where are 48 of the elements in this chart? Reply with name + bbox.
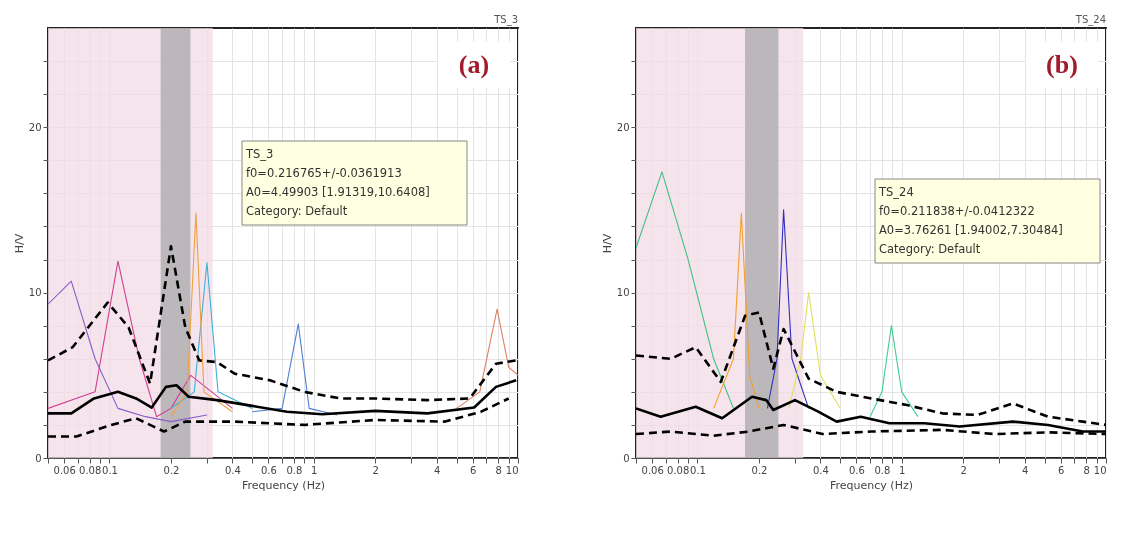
x-tick-label: 2 bbox=[372, 464, 379, 476]
y-axis-title: H/V bbox=[12, 233, 26, 254]
y-tick-label: 0 bbox=[35, 452, 42, 464]
annotation: A0=4.49903 [1.91319,10.6408] bbox=[246, 185, 430, 199]
y-tick-label: 10 bbox=[28, 287, 42, 299]
x-tick-label: 0.8 bbox=[286, 464, 303, 476]
x-tick-label: 0.4 bbox=[225, 464, 241, 476]
y-axis-title: H/V bbox=[600, 233, 614, 254]
x-tick-label: 6 bbox=[1058, 464, 1065, 476]
x-tick-label: 1 bbox=[311, 464, 318, 476]
annotation: f0=0.211838+/-0.0412322 bbox=[879, 204, 1035, 218]
x-tick-label: 2 bbox=[960, 464, 967, 476]
x-tick-label: 0.08 bbox=[667, 464, 690, 476]
x-axis-title: Frequency (Hz) bbox=[242, 478, 325, 492]
x-tick-label: 1 bbox=[899, 464, 906, 476]
x-tick-label: 0.6 bbox=[260, 464, 277, 476]
x-tick-label: 0.1 bbox=[102, 464, 118, 476]
annotation: Category: Default bbox=[246, 204, 348, 218]
x-tick-label: 0.2 bbox=[163, 464, 180, 476]
x-tick-label: 4 bbox=[1022, 464, 1029, 476]
annotation: Category: Default bbox=[879, 242, 981, 256]
x-tick-label: 8 bbox=[1083, 464, 1090, 476]
text: TS_3 bbox=[493, 14, 518, 26]
annotation: TS_3 bbox=[245, 147, 274, 161]
annotation: (b) bbox=[1046, 50, 1078, 79]
y-tick-label: 10 bbox=[616, 287, 630, 299]
x-tick-label: 10 bbox=[505, 464, 519, 476]
x-tick-label: 4 bbox=[434, 464, 441, 476]
y-tick-label: 20 bbox=[616, 121, 630, 133]
x-tick-label: 10 bbox=[1093, 464, 1107, 476]
annotation: TS_24 bbox=[878, 185, 914, 199]
annotation: A0=3.76261 [1.94002,7.30484] bbox=[879, 223, 1063, 237]
y-tick-label: 20 bbox=[28, 121, 42, 133]
x-tick-label: 0.06 bbox=[53, 464, 76, 476]
annotation: (a) bbox=[458, 50, 490, 79]
annotation: f0=0.216765+/-0.0361913 bbox=[246, 166, 402, 180]
y-tick-label: 0 bbox=[623, 452, 630, 464]
text: TS_24 bbox=[1074, 14, 1106, 26]
x-tick-label: 0.06 bbox=[641, 464, 664, 476]
x-tick-label: 0.1 bbox=[690, 464, 706, 476]
x-tick-label: 0.8 bbox=[874, 464, 891, 476]
x-tick-label: 0.6 bbox=[848, 464, 865, 476]
x-tick-label: 0.08 bbox=[79, 464, 102, 476]
x-tick-label: 8 bbox=[495, 464, 502, 476]
x-tick-label: 0.2 bbox=[751, 464, 768, 476]
x-tick-label: 6 bbox=[470, 464, 477, 476]
x-axis-title: Frequency (Hz) bbox=[830, 478, 913, 492]
x-tick-label: 0.4 bbox=[813, 464, 829, 476]
